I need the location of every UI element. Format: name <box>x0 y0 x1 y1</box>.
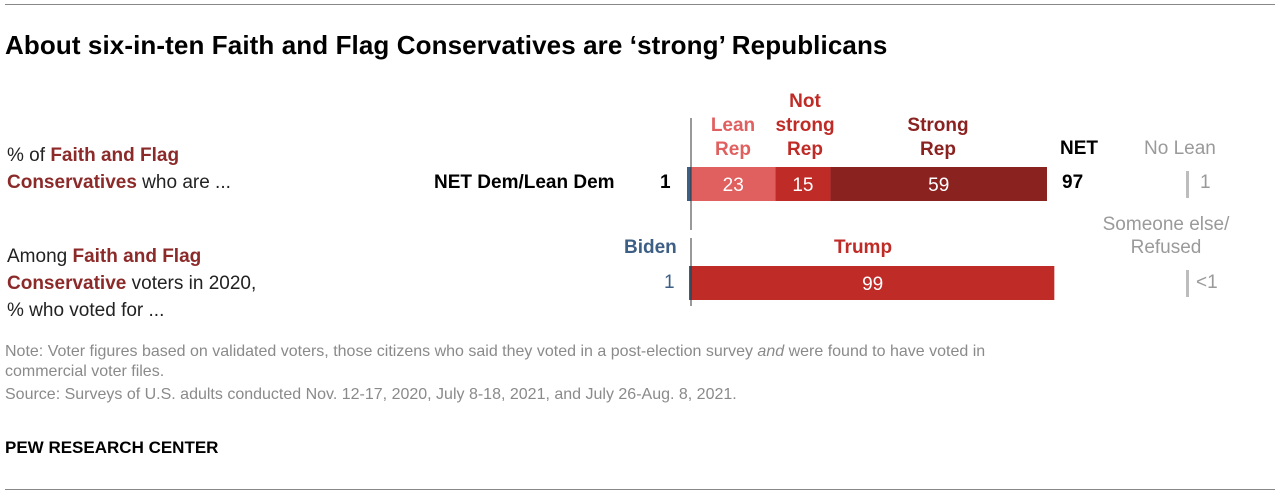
bar-segment-strong-rep-label: 59 <box>928 175 949 196</box>
no-lean-tick <box>1186 171 1189 198</box>
header-no-lean: No Lean <box>1144 138 1216 159</box>
bar-segment-lean-rep-label: 23 <box>723 175 744 196</box>
bar-segment-not-strong-rep <box>775 167 831 201</box>
row2-label-1: Among <box>7 246 73 267</box>
row1-label-suffix: who are ... <box>136 172 231 193</box>
bar-segment-trump-label: 99 <box>862 274 883 295</box>
row1-label-prefix: % of <box>7 145 51 166</box>
net-dem-label: NET Dem/Lean Dem <box>434 172 615 193</box>
note: Note: Voter figures based on validated v… <box>5 343 986 380</box>
bar-segment-not-strong-rep-label: 15 <box>792 175 813 196</box>
header-lean-rep: Lean Rep <box>710 115 756 160</box>
net-dem-value: 1 <box>660 172 671 193</box>
header-not-strong-rep: Not strong Rep <box>775 91 835 160</box>
row2-label-highlight-1: Faith and Flag <box>72 246 202 267</box>
bar-segment-lean-rep <box>691 167 776 201</box>
bar-segment-biden <box>689 266 691 300</box>
bar-segment-trump <box>691 266 1055 300</box>
bar-segment-net-dem <box>687 167 691 201</box>
header-trump: Trump <box>834 237 893 258</box>
row2-label-highlight-2: Conservative <box>7 273 127 294</box>
row1-label-highlight-1: Faith and Flag <box>50 145 180 166</box>
top-rule <box>5 4 1275 5</box>
source: Source: Surveys of U.S. adults conducted… <box>5 386 737 403</box>
chart-title: About six-in-ten Faith and Flag Conserva… <box>5 30 888 60</box>
row2-label-3: % who voted for ... <box>7 300 165 321</box>
footer-org: PEW RESEARCH CENTER <box>5 438 219 457</box>
bar-segment-strong-rep <box>830 167 1047 201</box>
biden-value: 1 <box>664 272 675 293</box>
net-value: 97 <box>1062 172 1084 193</box>
other-value: <1 <box>1196 272 1218 293</box>
bottom-rule <box>5 489 1275 490</box>
row1-label: % of Faith and Flag Conservatives who ar… <box>7 142 231 196</box>
header-strong-rep: Strong Rep <box>907 115 969 160</box>
row2-label: Among Faith and Flag Conservative voters… <box>7 243 256 324</box>
row1-label-highlight-2: Conservatives <box>7 172 137 193</box>
no-lean-value: 1 <box>1200 172 1211 193</box>
header-someone-else: Someone else/Refused <box>1102 214 1230 258</box>
other-tick <box>1186 270 1189 297</box>
header-biden: Biden <box>624 237 677 258</box>
row2-label-2: voters in 2020, <box>126 273 257 294</box>
header-net: NET <box>1060 138 1098 159</box>
